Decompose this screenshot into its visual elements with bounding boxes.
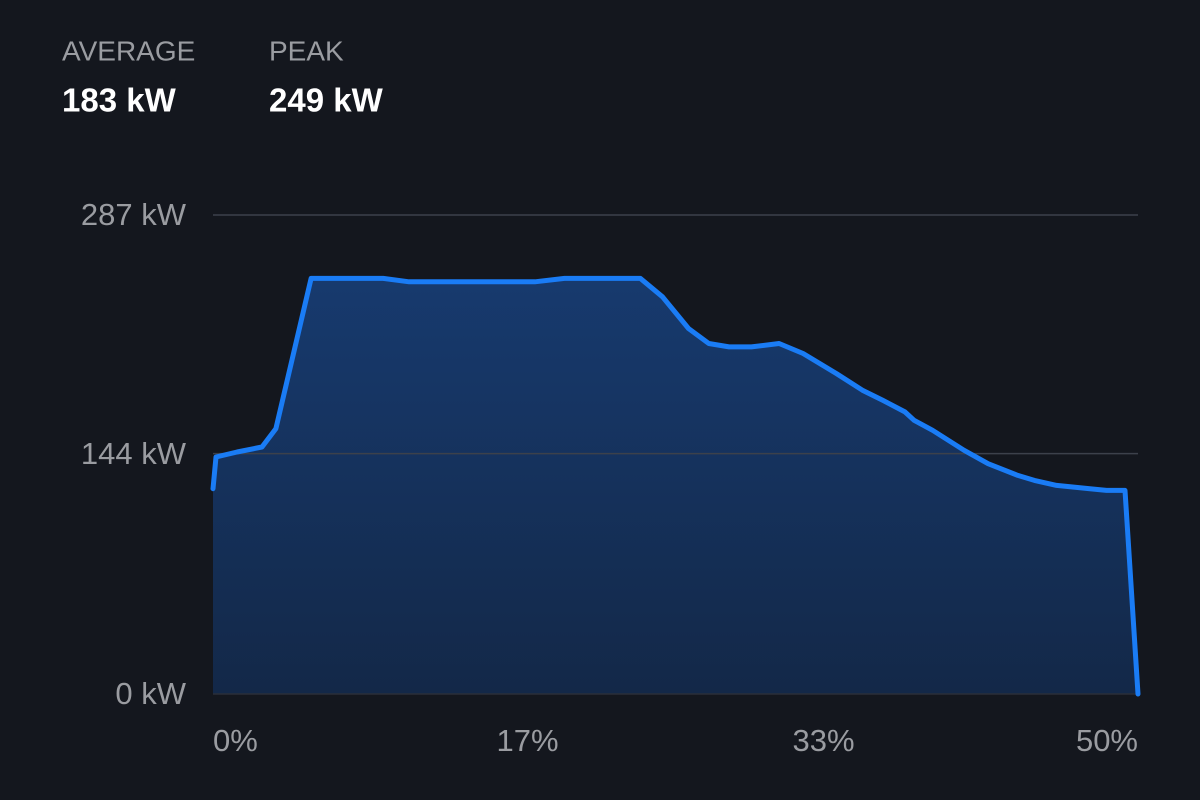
stat-value: 249 kW bbox=[269, 82, 384, 119]
power-line bbox=[210, 275, 1141, 697]
y-tick-label: 144 kW bbox=[81, 436, 187, 471]
x-tick-label: 0% bbox=[213, 723, 258, 758]
y-tick-label: 0 kW bbox=[115, 676, 186, 711]
x-tick-label: 50% bbox=[1076, 723, 1138, 758]
y-tick-label: 287 kW bbox=[81, 197, 187, 232]
area-fill bbox=[213, 278, 1138, 694]
stat-label: PEAK bbox=[269, 35, 344, 66]
x-tick-label: 33% bbox=[792, 723, 854, 758]
x-tick-label: 17% bbox=[496, 723, 558, 758]
stat-label: AVERAGE bbox=[62, 35, 195, 66]
stat-value: 183 kW bbox=[62, 82, 177, 119]
